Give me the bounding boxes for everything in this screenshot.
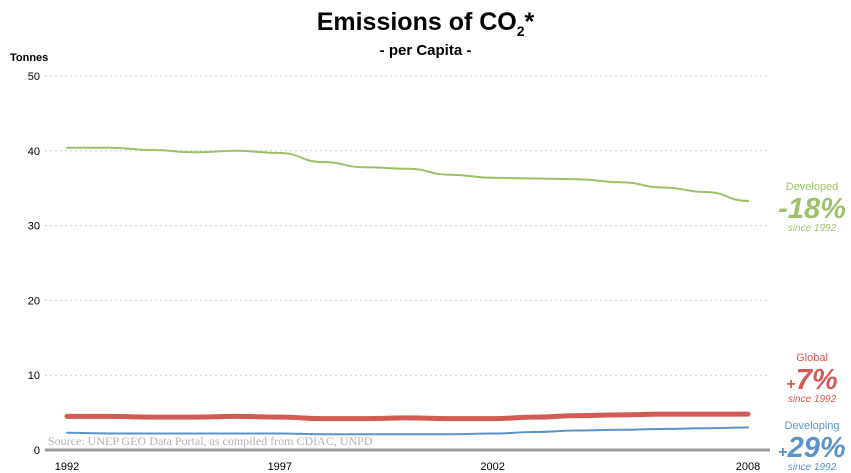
global-annotation-percent: 7% [795, 363, 838, 396]
chart-title: Emissions of CO2* [0, 8, 851, 39]
developing-annotation-percent: 29% [787, 431, 846, 464]
chart-title-subscript: 2 [516, 23, 525, 39]
developed-annotation-change: -18% [767, 192, 851, 225]
y-axis-unit-label: Tonnes [10, 52, 49, 64]
global-annotation-since: since 1992 [787, 393, 837, 405]
x-tick-label: 1992 [55, 461, 79, 473]
global-annotation-sign: + [786, 375, 796, 393]
developing-annotation: Developing +29% since 1992 [767, 420, 851, 473]
global-series-line [64, 411, 751, 422]
x-tick-label: 1997 [268, 461, 292, 473]
y-tick-label: 50 [28, 71, 40, 83]
x-tick-label: 2002 [480, 461, 504, 473]
y-tick-label: 40 [28, 146, 40, 158]
developing-annotation-label: Developing [784, 420, 840, 432]
series-layer [64, 146, 751, 436]
y-tick-label: 0 [34, 445, 40, 457]
developing-annotation-since: since 1992 [787, 461, 837, 473]
developing-series-line [66, 426, 749, 436]
developed-annotation-percent: 18% [787, 192, 846, 225]
axis-layer: 0 10 20 30 40 50 1992 1997 2002 2008 [28, 71, 770, 473]
developing-annotation-sign: + [778, 443, 788, 461]
source-note: Source: UNEP GEO Data Portal, as compile… [48, 434, 373, 448]
y-tick-label: 30 [28, 221, 40, 233]
y-tick-label: 20 [28, 295, 40, 307]
global-annotation-change: +7% [767, 363, 851, 396]
developed-annotation-label: Developed [785, 181, 839, 193]
developed-series-line [66, 146, 749, 202]
grid-layer [45, 75, 770, 376]
global-annotation-label: Global [796, 352, 828, 364]
global-annotation: Global +7% since 1992 [767, 352, 851, 405]
chart-title-text: Emissions of CO [316, 8, 517, 36]
x-tick-label: 2008 [736, 461, 760, 473]
developed-annotation-since: since 1992 [787, 222, 837, 234]
developed-annotation: Developed -18% since 1992 [767, 181, 851, 234]
chart-title-star: * [524, 8, 535, 36]
chart-subtitle: - per Capita - [379, 42, 472, 59]
developed-annotation-sign: - [778, 192, 788, 225]
developing-annotation-change: +29% [767, 431, 851, 464]
y-tick-label: 10 [28, 370, 40, 382]
